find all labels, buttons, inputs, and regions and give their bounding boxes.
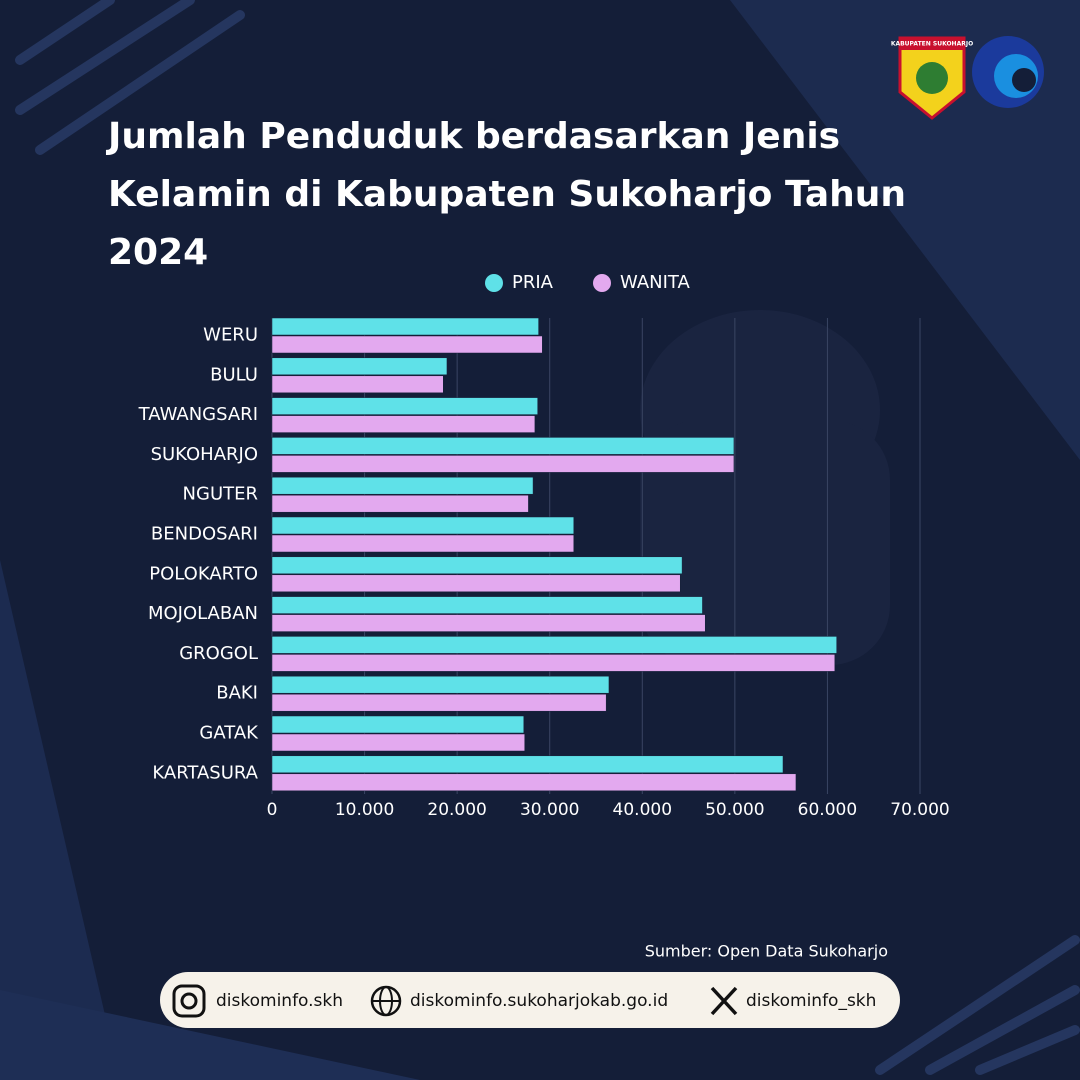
logo-kominfo [972, 36, 1044, 108]
instagram-icon [180, 992, 198, 1010]
legend-label: WANITA [620, 272, 690, 293]
y-tick-label: GATAK [199, 723, 259, 744]
y-tick-label: BULU [210, 364, 258, 385]
bar [271, 773, 797, 792]
decor-stripes [15, 0, 1080, 1075]
y-tick-label: GROGOL [179, 643, 258, 664]
bar [271, 574, 681, 593]
x-tick-label: 70.000 [890, 800, 949, 820]
bar [271, 556, 683, 575]
y-tick-label: MOJOLABAN [148, 603, 258, 624]
bar [271, 534, 575, 553]
bar [271, 733, 525, 752]
y-tick-label: POLOKARTO [149, 563, 258, 584]
bar [271, 357, 448, 376]
legend-label: PRIA [512, 272, 554, 293]
footer-pill [160, 972, 900, 1028]
bar [271, 614, 706, 632]
bar [271, 755, 784, 774]
decor [0, 990, 420, 1080]
y-tick-label: TAWANGSARI [138, 404, 258, 425]
x-tick-label: 30.000 [520, 800, 579, 820]
footer-instagram: diskominfo.skh [216, 991, 343, 1011]
x-tick-label: 40.000 [613, 800, 672, 820]
source: Sumber: Open Data Sukoharjo [645, 942, 888, 961]
x-tick-label: 10.000 [335, 800, 394, 820]
x-tick-label: 50.000 [705, 800, 764, 820]
bar [271, 476, 534, 495]
bar [271, 397, 538, 415]
bar [271, 596, 703, 614]
bar [271, 375, 444, 394]
decor [0, 560, 120, 1080]
bar [271, 317, 539, 336]
bar [271, 693, 607, 712]
bar [271, 516, 575, 535]
x-tick-label: 0 [267, 800, 278, 820]
bar [271, 455, 735, 473]
footer-x: diskominfo_skh [746, 991, 876, 1011]
chart-title: Jumlah Penduduk berdasarkan Jenis Kelami… [108, 116, 907, 273]
y-tick-label: NGUTER [183, 484, 258, 505]
legend-swatch [593, 274, 611, 292]
y-tick-label: WERU [203, 325, 258, 346]
bar [271, 494, 529, 513]
bar [271, 715, 525, 734]
y-tick-label: KARTASURA [152, 762, 258, 783]
bar [271, 675, 610, 694]
bar [271, 654, 836, 672]
logo-regency: KABUPATEN SUKOHARJO [891, 36, 973, 120]
bar [271, 437, 735, 455]
logo-text: KABUPATEN SUKOHARJO [891, 41, 973, 48]
legend-swatch [485, 274, 503, 292]
bar [271, 636, 837, 654]
x-tick-label: 20.000 [427, 800, 486, 820]
instagram-icon [172, 984, 206, 1018]
bar [271, 335, 543, 354]
x-tick-label: 60.000 [798, 800, 857, 820]
y-tick-label: SUKOHARJO [151, 444, 258, 465]
footer-website: diskominfo.sukoharjokab.go.id [410, 991, 668, 1011]
y-tick-label: BAKI [216, 683, 258, 704]
y-tick-label: BENDOSARI [151, 524, 258, 545]
bar [271, 415, 536, 433]
decor [730, 0, 1080, 460]
x-icon [710, 986, 738, 1016]
